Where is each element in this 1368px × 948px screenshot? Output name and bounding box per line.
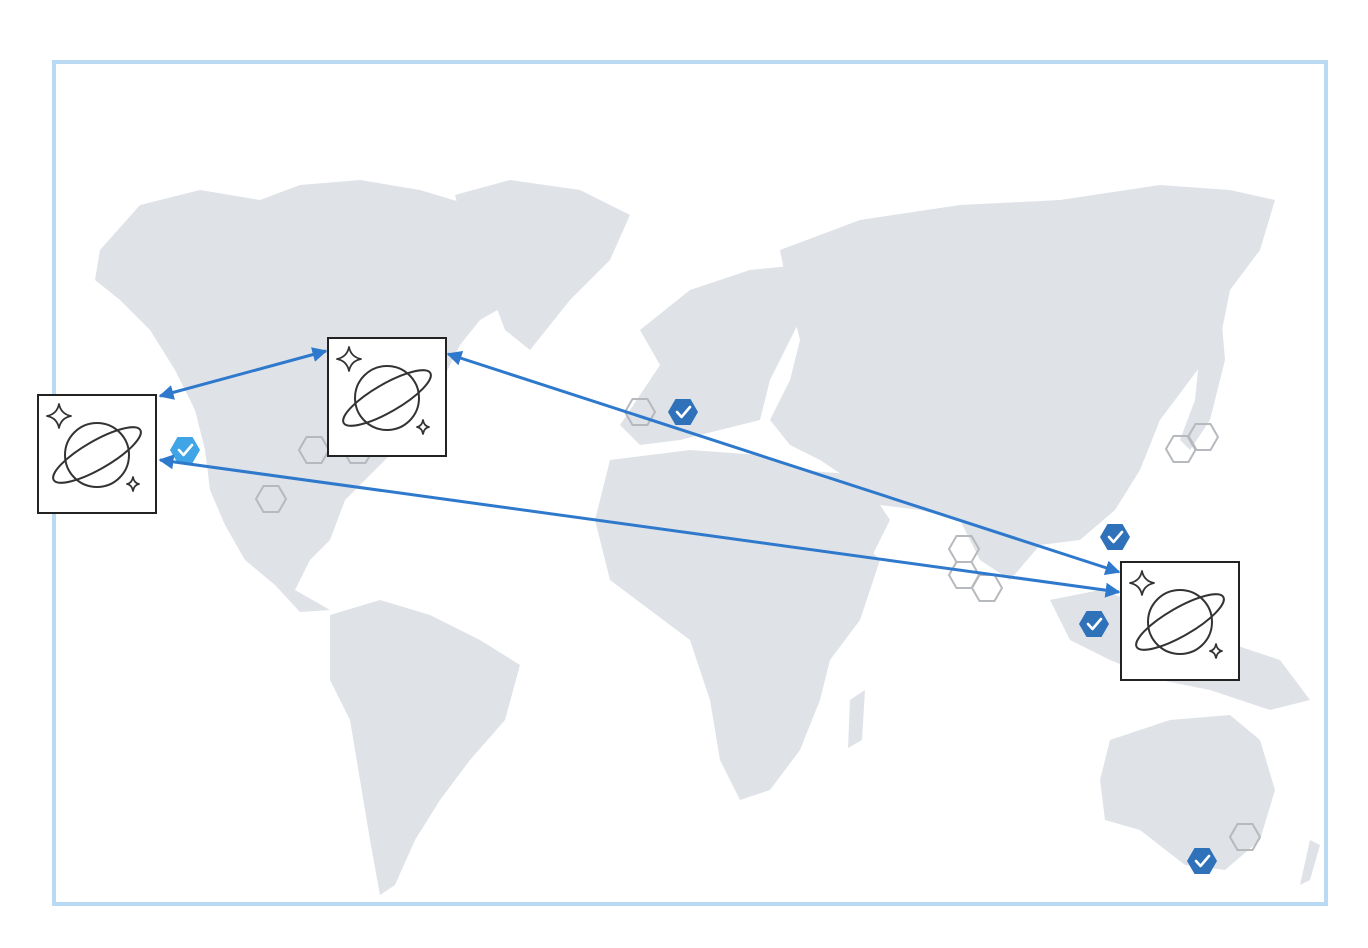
replica-node-west-us[interactable] [37, 394, 157, 514]
database-replicas [37, 337, 1240, 681]
continents [95, 180, 1320, 895]
south-america [330, 600, 520, 895]
madagascar [848, 690, 865, 748]
replica-node-southeast-asia[interactable] [1120, 561, 1240, 681]
hexagon-outline-icon [970, 574, 1004, 602]
replica-node-east-canada[interactable] [327, 337, 447, 457]
hexagon-outline-icon [1186, 423, 1220, 451]
hexagon-outline-icon [1228, 823, 1262, 851]
hexagon-check-icon [1187, 848, 1217, 874]
replication-link-west-us-southeast-asia [158, 454, 1121, 598]
replication-links [158, 347, 1121, 598]
replication-link-west-us-east-canada [158, 347, 328, 400]
hexagon-check-icon [1079, 611, 1109, 637]
new-zealand [1300, 840, 1320, 885]
greenland [455, 180, 630, 350]
japan [1180, 300, 1225, 450]
australia [1100, 715, 1275, 870]
hexagon-check-icon [1100, 524, 1130, 550]
hexagon-check-icon [170, 437, 200, 463]
